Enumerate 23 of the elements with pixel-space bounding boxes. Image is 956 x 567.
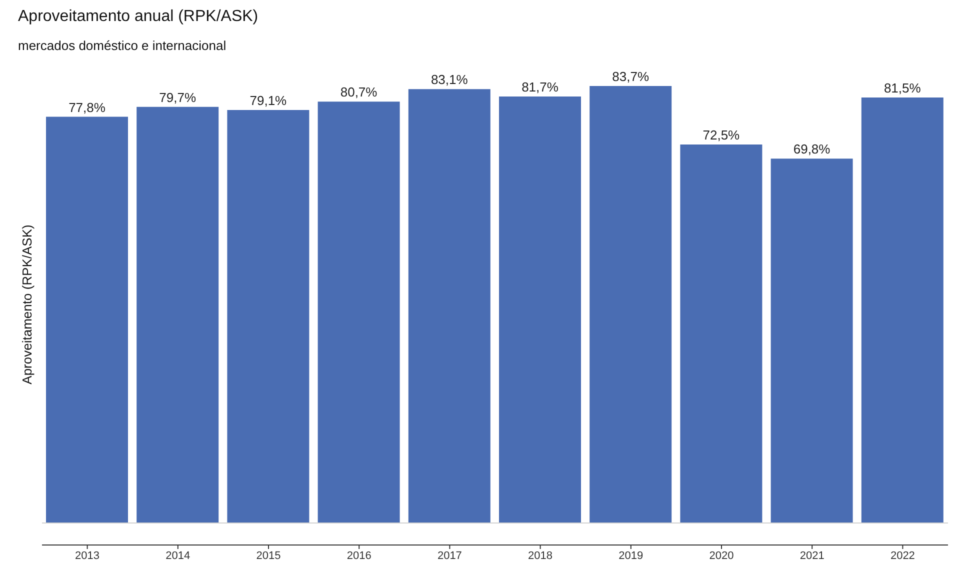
x-tick-label: 2021: [800, 550, 824, 562]
y-axis-title: Aproveitamento (RPK/ASK): [20, 224, 35, 384]
data-label: 83,1%: [430, 72, 468, 88]
x-tick-label: 2015: [256, 550, 281, 562]
x-tick-label: 2016: [346, 550, 372, 562]
data-label: 81,7%: [522, 79, 559, 94]
data-label: 83,7%: [612, 69, 650, 84]
data-label: 79,7%: [159, 90, 196, 105]
data-label: 79,1%: [250, 93, 288, 108]
x-tick-label: 2017: [437, 550, 462, 562]
chart-subtitle: mercados doméstico e internacional: [18, 38, 226, 53]
x-tick-label: 2014: [166, 550, 190, 562]
data-label: 80,7%: [340, 84, 378, 100]
data-label: 72,5%: [702, 127, 740, 142]
x-tick-label: 2020: [709, 550, 734, 562]
x-tick-label: 2022: [890, 550, 915, 562]
x-tick-label: 2013: [75, 550, 100, 562]
chart-title: Aproveitamento anual (RPK/ASK): [18, 8, 258, 26]
x-tick-label: 2019: [618, 550, 644, 562]
x-tick-label: 2018: [528, 550, 553, 562]
data-label: 77,8%: [68, 100, 106, 115]
data-label: 81,5%: [884, 80, 922, 96]
data-label: 69,8%: [793, 142, 831, 157]
